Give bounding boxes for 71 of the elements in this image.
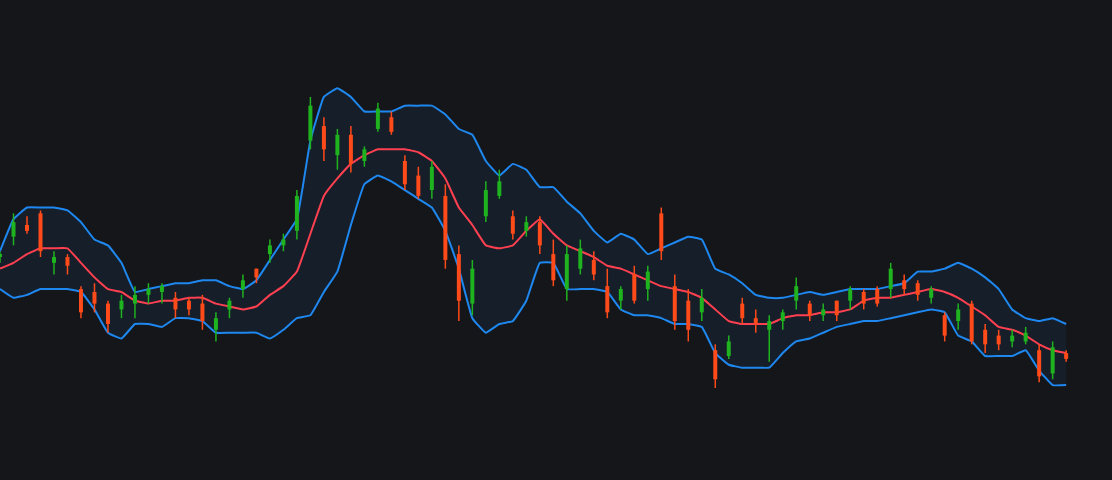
candlestick	[308, 96, 313, 151]
candlestick	[551, 238, 556, 287]
candlestick	[375, 102, 380, 133]
candlestick	[713, 343, 718, 389]
candlestick	[11, 212, 16, 247]
candlestick	[659, 206, 664, 261]
candlestick	[38, 209, 43, 258]
candlestick	[227, 297, 232, 319]
candlestick	[146, 282, 151, 305]
candlestick	[807, 299, 812, 322]
candlestick	[794, 276, 799, 311]
candlestick	[483, 180, 488, 223]
candlestick	[470, 259, 475, 316]
candlestick	[524, 215, 529, 238]
candlestick	[497, 168, 502, 200]
candlestick	[321, 116, 326, 162]
candlestick	[132, 285, 137, 319]
candlestick	[605, 267, 610, 319]
candlestick	[537, 215, 542, 255]
candlestick	[645, 265, 650, 302]
candlestick	[875, 285, 880, 308]
candlestick	[65, 253, 70, 276]
candlestick	[92, 282, 97, 314]
candlestick	[200, 294, 205, 331]
candlestick	[780, 308, 785, 331]
candlestick	[105, 299, 110, 334]
candlestick	[888, 262, 893, 299]
candlestick	[348, 125, 353, 174]
candlestick	[51, 250, 56, 276]
candlestick	[294, 189, 299, 241]
candlestick	[1037, 343, 1042, 383]
candlestick	[848, 285, 853, 311]
candlestick	[24, 215, 29, 235]
candlestick	[389, 110, 394, 136]
candlestick	[956, 302, 961, 331]
candlestick	[416, 166, 421, 200]
candlestick	[429, 160, 434, 200]
candlestick	[902, 273, 907, 296]
candlestick	[267, 238, 272, 264]
candlestick	[686, 288, 691, 343]
candlestick	[591, 250, 596, 282]
candlestick	[443, 183, 448, 270]
candlestick	[578, 238, 583, 276]
candlestick	[740, 297, 745, 325]
candlestick	[510, 209, 515, 241]
candlestick	[173, 291, 178, 319]
candlestick	[753, 308, 758, 334]
candlestick	[213, 311, 218, 343]
candlestick	[240, 273, 245, 299]
candlestick	[996, 329, 1001, 351]
candlestick	[726, 334, 731, 360]
candlestick	[1050, 340, 1055, 381]
candlestick	[335, 128, 340, 171]
candlestick	[699, 288, 704, 322]
candlestick	[672, 273, 677, 331]
candlestick	[119, 294, 124, 319]
candlestick	[402, 154, 407, 191]
candlestick	[564, 244, 569, 302]
candlestick	[632, 265, 637, 305]
candlestick	[834, 299, 839, 322]
candlestick	[78, 285, 83, 319]
candlestick	[861, 288, 866, 311]
candlestick	[767, 314, 772, 363]
candlestick	[969, 299, 974, 346]
candlestick	[618, 285, 623, 311]
candlestick	[942, 311, 947, 343]
candlestick	[456, 244, 461, 322]
candlestick	[362, 145, 367, 168]
candlestick	[983, 323, 988, 354]
candlestick	[159, 282, 164, 305]
candlestick	[915, 279, 920, 302]
